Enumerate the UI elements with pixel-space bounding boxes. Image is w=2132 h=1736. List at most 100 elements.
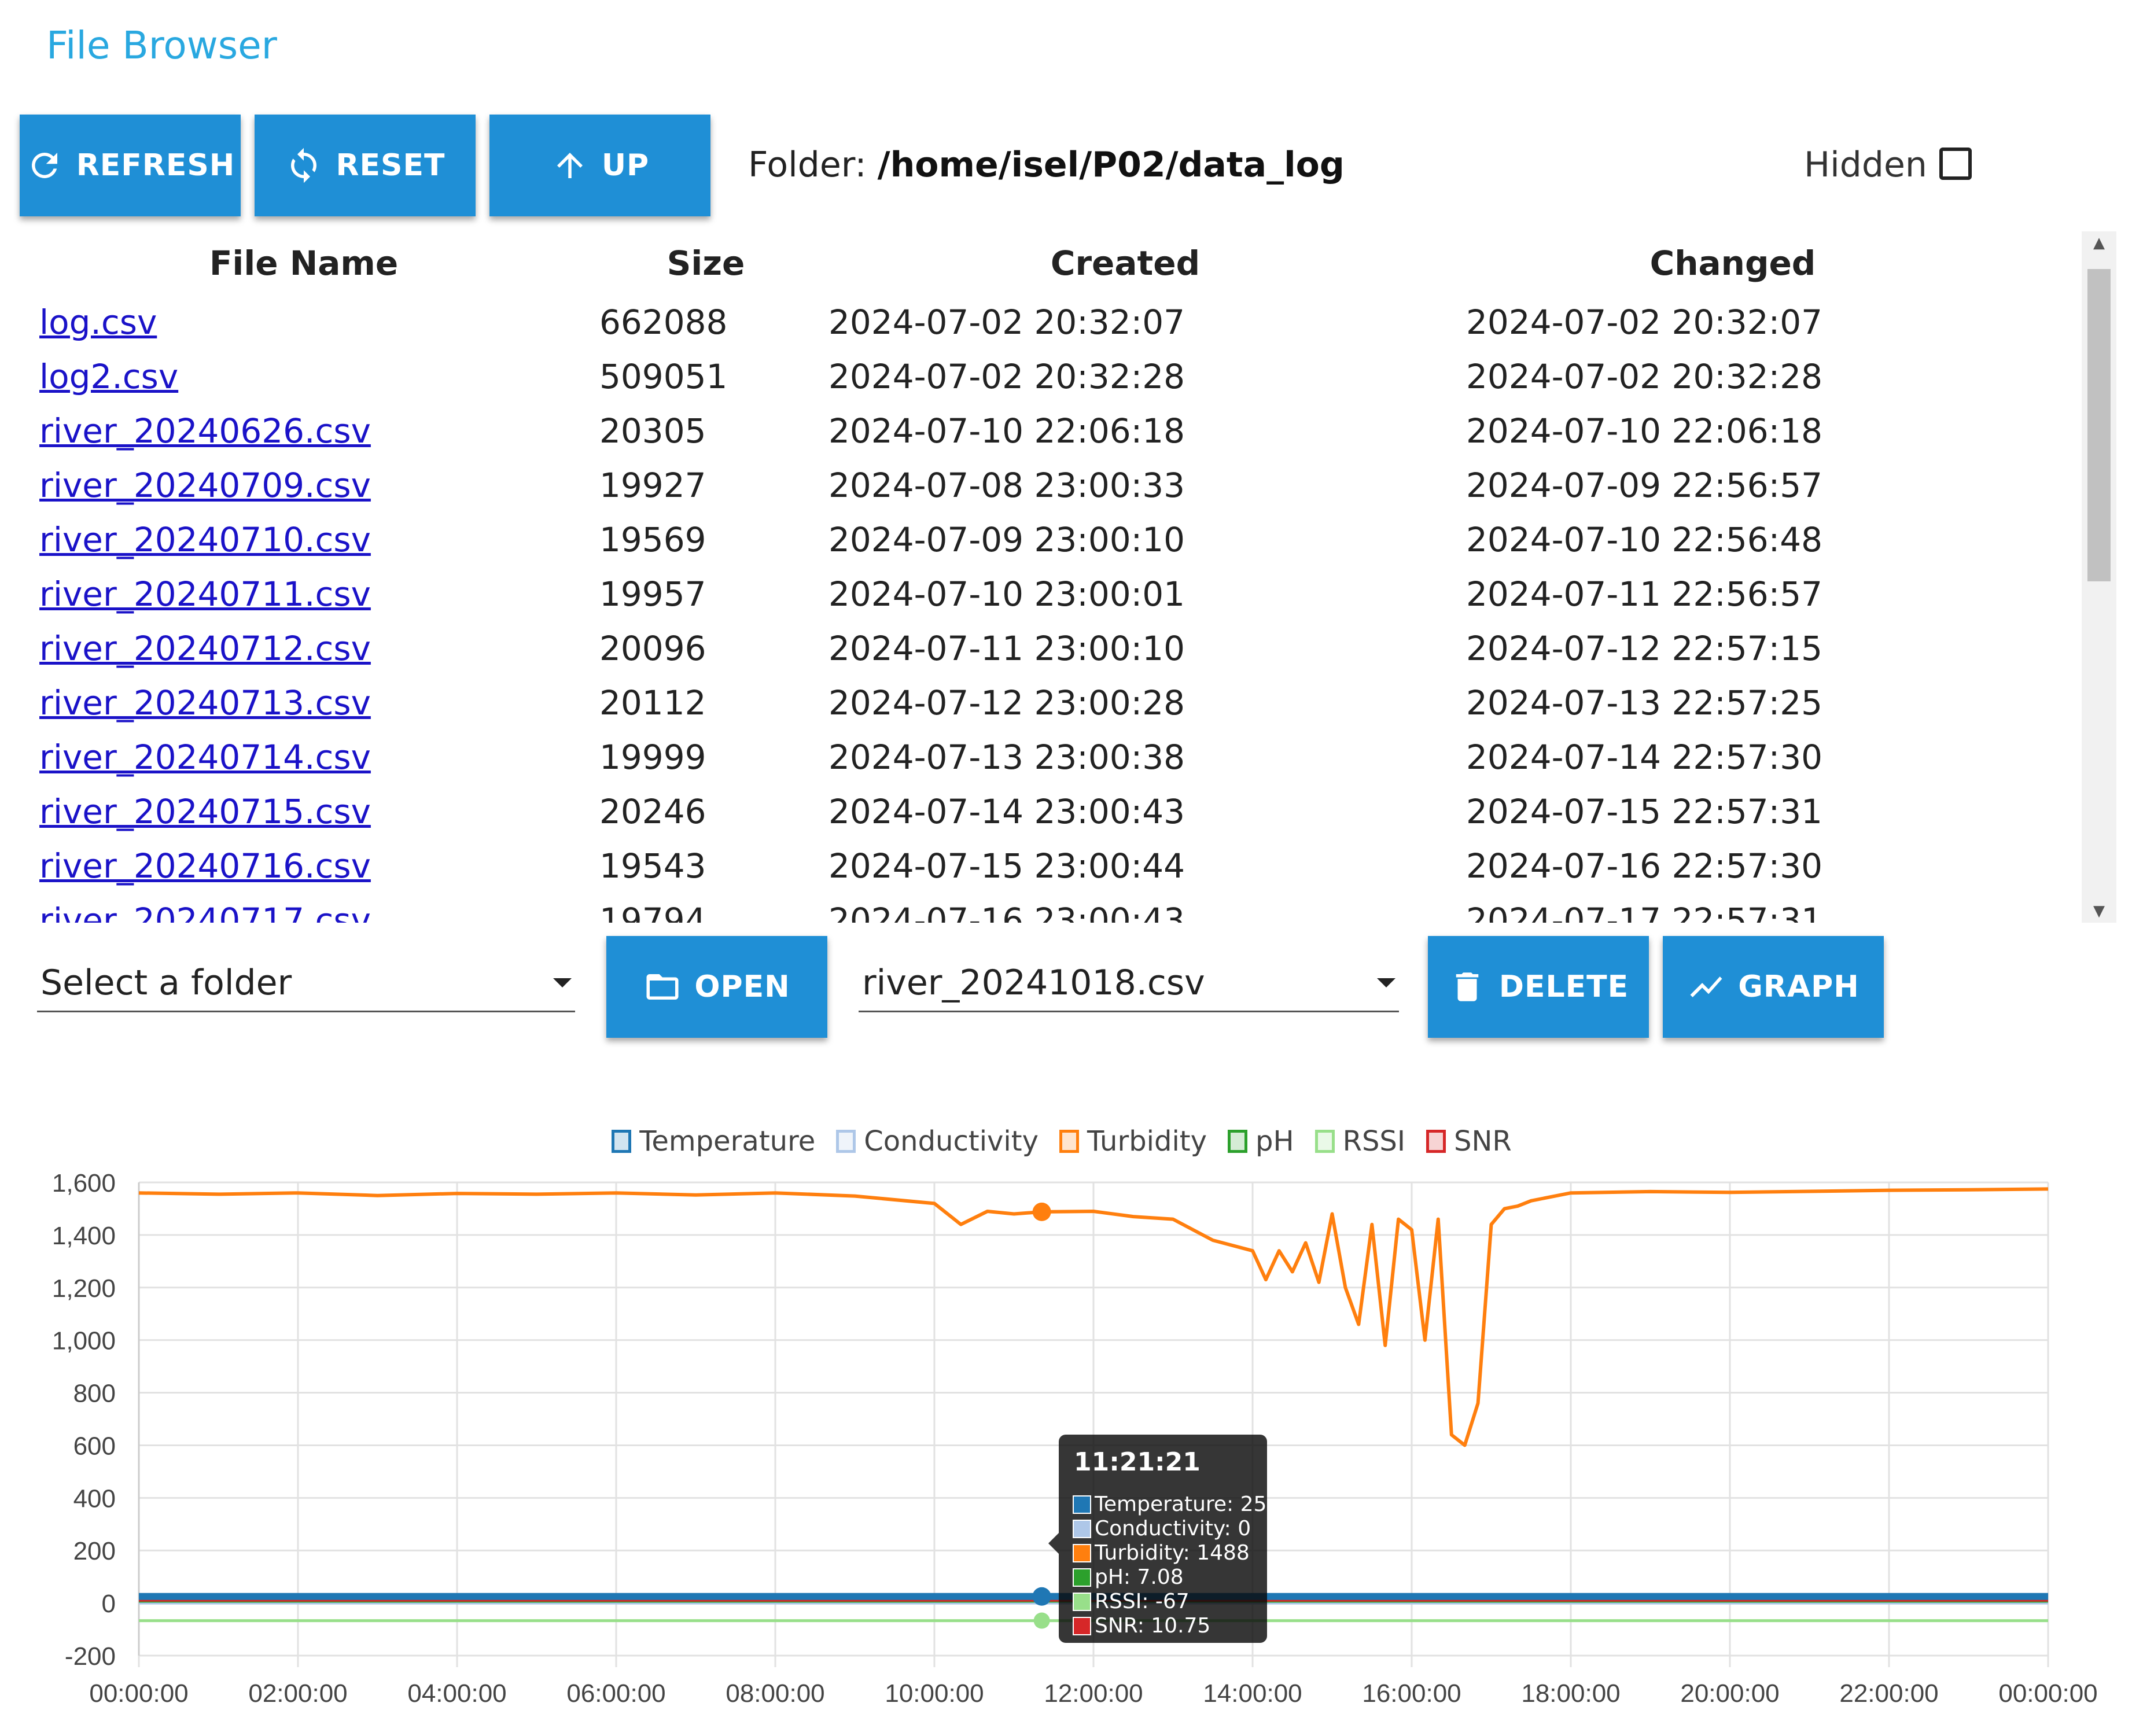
table-row[interactable]: log.csv 662088 2024-07-02 20:32:07 2024-07-…	[17, 295, 2037, 349]
file-changed-cell: 2024-07-02 20:32:07	[1429, 295, 2037, 349]
file-created-cell: 2024-07-10 22:06:18	[822, 404, 1429, 458]
reset-button[interactable]: RESET	[255, 115, 476, 216]
file-created-cell: 2024-07-13 23:00:38	[822, 730, 1429, 784]
x-tick-label: 08:00:00	[726, 1679, 824, 1708]
x-tick-label: 04:00:00	[407, 1679, 506, 1708]
file-created-cell: 2024-07-02 20:32:28	[822, 349, 1429, 404]
tooltip-time: 11:21:21	[1074, 1447, 1201, 1477]
file-changed: 2024-07-16 22:57:30	[1466, 846, 1822, 886]
file-name-link-cell[interactable]: river_20240626.csv	[17, 404, 590, 458]
file-name-link[interactable]: river_20240715.csv	[39, 792, 371, 831]
tooltip-value: Turbidity: 1488	[1095, 1541, 1250, 1565]
legend-item[interactable]: pH	[1228, 1125, 1294, 1158]
file-changed-cell: 2024-07-10 22:06:18	[1429, 404, 2037, 458]
y-tick-label: 1,600	[52, 1169, 116, 1197]
page-title: File Browser	[46, 23, 277, 68]
table-row[interactable]: river_20240711.csv 19957 2024-07-10 23:00:…	[17, 567, 2037, 621]
file-name-link[interactable]: river_20240714.csv	[39, 738, 371, 777]
table-row[interactable]: river_20240717.csv 19794 2024-07-16 23:00:…	[17, 893, 2037, 923]
refresh-button[interactable]: REFRESH	[20, 115, 241, 216]
file-created-cell: 2024-07-14 23:00:43	[822, 784, 1429, 839]
delete-label: DELETE	[1498, 970, 1629, 1004]
table-row[interactable]: river_20240709.csv 19927 2024-07-08 23:00:…	[17, 458, 2037, 513]
column-header-changed[interactable]: Changed	[1649, 244, 1816, 283]
legend-item[interactable]: RSSI	[1314, 1125, 1405, 1158]
legend-item[interactable]: SNR	[1426, 1125, 1512, 1158]
scroll-up-arrow-icon[interactable]: ▲	[2093, 234, 2105, 252]
hidden-checkbox[interactable]	[1939, 148, 1972, 180]
scroll-down-arrow-icon[interactable]: ▼	[2093, 902, 2105, 920]
open-button[interactable]: OPEN	[606, 936, 827, 1038]
legend-item[interactable]: Turbidity	[1059, 1125, 1207, 1158]
file-name-link-cell[interactable]: river_20240715.csv	[17, 784, 590, 839]
folder-path-display: Folder: /home/isel/P02/data_log	[748, 145, 1345, 185]
file-name-link-cell[interactable]: river_20240710.csv	[17, 513, 590, 567]
file-name-link-cell[interactable]: river_20240717.csv	[17, 893, 590, 923]
file-size-cell: 20112	[590, 676, 822, 730]
y-tick-label: 0	[102, 1590, 116, 1618]
file-changed-cell: 2024-07-14 22:57:30	[1429, 730, 2037, 784]
file-name-link-cell[interactable]: river_20240714.csv	[17, 730, 590, 784]
legend-item[interactable]: Conductivity	[836, 1125, 1039, 1158]
hover-point-turbidity	[1032, 1202, 1051, 1221]
file-changed: 2024-07-10 22:06:18	[1466, 411, 1822, 451]
file-name-link[interactable]: river_20240709.csv	[39, 466, 371, 505]
file-name-link[interactable]: river_20240626.csv	[39, 411, 371, 451]
folder-select[interactable]: Select a folder	[37, 954, 575, 1012]
legend-label: Temperature	[639, 1125, 816, 1158]
file-size-cell: 662088	[590, 295, 822, 349]
file-name-link-cell[interactable]: river_20240711.csv	[17, 567, 590, 621]
file-name-link[interactable]: river_20240716.csv	[39, 846, 371, 886]
file-name-link-cell[interactable]: river_20240713.csv	[17, 676, 590, 730]
legend-item[interactable]: Temperature	[612, 1125, 815, 1158]
table-scrollbar[interactable]: ▲ ▼	[2082, 231, 2116, 923]
file-size: 19927	[599, 466, 706, 505]
file-table-container[interactable]: File Name Size Created Changed log.csv 66…	[17, 231, 2077, 923]
column-header-file-name[interactable]: File Name	[209, 244, 399, 283]
y-tick-label: 1,000	[52, 1327, 116, 1355]
y-tick-label: 400	[73, 1484, 116, 1513]
delete-button[interactable]: DELETE	[1428, 936, 1649, 1038]
table-row[interactable]: river_20240710.csv 19569 2024-07-09 23:00:…	[17, 513, 2037, 567]
file-name-link[interactable]: log2.csv	[39, 357, 179, 396]
file-name-link-cell[interactable]: log2.csv	[17, 349, 590, 404]
graph-button[interactable]: GRAPH	[1663, 936, 1884, 1038]
file-name-link[interactable]: river_20240712.csv	[39, 629, 371, 668]
table-row[interactable]: river_20240626.csv 20305 2024-07-10 22:06:…	[17, 404, 2037, 458]
file-name-link-cell[interactable]: log.csv	[17, 295, 590, 349]
scrollbar-thumb[interactable]	[2087, 269, 2111, 581]
file-size-cell: 19957	[590, 567, 822, 621]
file-name-link-cell[interactable]: river_20240709.csv	[17, 458, 590, 513]
table-row[interactable]: river_20240713.csv 20112 2024-07-12 23:00:…	[17, 676, 2037, 730]
table-row[interactable]: river_20240716.csv 19543 2024-07-15 23:00:…	[17, 839, 2037, 893]
open-label: OPEN	[694, 970, 790, 1004]
up-button[interactable]: UP	[489, 115, 710, 216]
file-size: 19957	[599, 574, 706, 614]
y-tick-label: 800	[73, 1380, 116, 1408]
file-name-link[interactable]: river_20240710.csv	[39, 520, 371, 559]
y-tick-label: 1,200	[52, 1274, 116, 1303]
file-name-link[interactable]: river_20240711.csv	[39, 574, 371, 614]
file-name-link-cell[interactable]: river_20240716.csv	[17, 839, 590, 893]
file-select-value: river_20241018.csv	[862, 962, 1205, 1003]
tooltip-swatch	[1073, 1568, 1091, 1587]
table-row[interactable]: river_20240715.csv 20246 2024-07-14 23:00:…	[17, 784, 2037, 839]
file-size: 20305	[599, 411, 706, 451]
file-size: 19794	[599, 901, 706, 923]
file-name-link-cell[interactable]: river_20240712.csv	[17, 621, 590, 676]
file-size-cell: 509051	[590, 349, 822, 404]
file-name-link[interactable]: river_20240713.csv	[39, 683, 371, 723]
file-name-link[interactable]: log.csv	[39, 303, 157, 342]
table-row[interactable]: river_20240712.csv 20096 2024-07-11 23:00:…	[17, 621, 2037, 676]
file-changed-cell: 2024-07-02 20:32:28	[1429, 349, 2037, 404]
hidden-label: Hidden	[1804, 145, 1927, 185]
tooltip-value: pH: 7.08	[1095, 1565, 1184, 1589]
file-select[interactable]: river_20241018.csv	[859, 954, 1399, 1012]
table-row[interactable]: river_20240714.csv 19999 2024-07-13 23:00:…	[17, 730, 2037, 784]
table-row[interactable]: log2.csv 509051 2024-07-02 20:32:28 2024-07…	[17, 349, 2037, 404]
file-created-cell: 2024-07-02 20:32:07	[822, 295, 1429, 349]
x-tick-label: 22:00:00	[1839, 1679, 1938, 1708]
file-name-link[interactable]: river_20240717.csv	[39, 901, 371, 923]
column-header-created[interactable]: Created	[1050, 244, 1201, 283]
column-header-size[interactable]: Size	[667, 244, 745, 283]
